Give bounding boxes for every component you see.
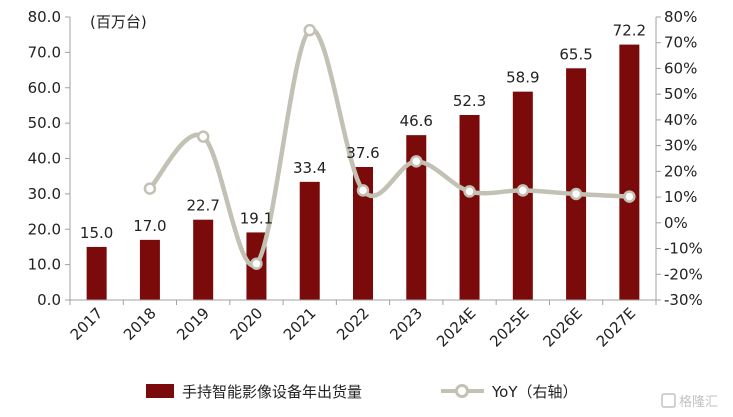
x-tick-label: 2024E	[433, 304, 479, 350]
legend-line-marker	[455, 384, 469, 398]
x-axis: 2017 2018 2019 2020 2021 2022 2023 2024E 2025E 20…	[67, 299, 657, 351]
left-tick-label: 10.0	[28, 256, 61, 274]
yoy-line-path	[147, 27, 632, 268]
legend-bar-swatch	[146, 384, 174, 398]
yoy-line	[143, 23, 636, 270]
right-tick-label: 80%	[664, 8, 697, 26]
right-tick-label: 40%	[664, 111, 697, 129]
data-label: 15.0	[80, 224, 113, 242]
bar-2018	[139, 239, 160, 300]
yoy-point-2025E	[516, 184, 530, 197]
data-labels: 15.0 17.0 22.7 19.1 33.4 37.6 46.6 52.3 58.9 65.5…	[80, 22, 646, 242]
bar-2019	[193, 219, 214, 300]
bar-2017	[86, 246, 107, 300]
left-tick-label: 20.0	[28, 220, 61, 238]
left-tick-label: 40.0	[28, 150, 61, 168]
left-tick-label: 60.0	[28, 79, 61, 97]
yoy-point-2019	[196, 130, 210, 143]
right-tick-label: -10%	[664, 240, 703, 258]
x-tick-label: 2025E	[486, 304, 532, 350]
bar-2027E	[619, 44, 640, 300]
right-tick-label: -20%	[664, 265, 703, 283]
left-tick-label: 80.0	[28, 8, 61, 26]
x-tick-label: 2023	[386, 304, 426, 344]
bar-2022	[353, 166, 373, 300]
data-label: 58.9	[506, 69, 539, 87]
right-tick-label: 30%	[664, 137, 697, 155]
left-tick-label: 70.0	[28, 43, 61, 61]
data-label: 17.0	[133, 217, 166, 235]
right-tick-label: 10%	[664, 188, 697, 206]
left-tick-label: 0.0	[37, 291, 61, 309]
watermark-logo-icon	[661, 393, 676, 408]
x-tick-label: 2022	[333, 304, 373, 344]
bars	[86, 44, 640, 301]
unit-label: (百万台)	[90, 13, 147, 31]
right-tick-label: -30%	[664, 291, 703, 309]
right-tick-label: 70%	[664, 34, 697, 52]
data-label: 52.3	[453, 92, 486, 110]
yoy-point-2020	[250, 257, 263, 270]
yoy-point-2026E	[569, 187, 583, 201]
x-tick-label: 2020	[227, 304, 267, 344]
bar-2021	[299, 181, 320, 300]
x-tick-label: 2019	[173, 304, 213, 344]
right-tick-label: 0%	[664, 214, 688, 232]
data-label: 37.6	[346, 144, 379, 162]
yoy-point-2023	[410, 155, 423, 168]
x-tick-label: 2018	[120, 304, 160, 344]
legend: 手持智能影像设备年出货量 YoY（右轴）	[146, 383, 578, 401]
yoy-point-2027E	[623, 190, 636, 203]
data-label: 19.1	[240, 209, 273, 227]
data-label: 33.4	[293, 159, 326, 177]
data-label: 72.2	[613, 22, 646, 40]
right-tick-label: 20%	[664, 162, 697, 180]
yoy-point-2022	[356, 184, 370, 197]
left-tick-label: 30.0	[28, 185, 61, 203]
legend-bar-label: 手持智能影像设备年出货量	[182, 383, 362, 401]
legend-line-label: YoY（右轴）	[491, 383, 578, 401]
x-tick-label: 2021	[280, 304, 320, 344]
watermark: 格隆汇	[661, 393, 718, 410]
yoy-point-2024E	[463, 185, 476, 198]
left-axis: 0.0 10.0 20.0 30.0 40.0 50.0 60.0 70.0 80.0	[28, 8, 71, 309]
watermark-text: 格隆汇	[679, 394, 718, 410]
x-tick-label: 2027E	[593, 304, 639, 350]
bar-2023	[406, 135, 427, 300]
data-label: 22.7	[186, 197, 219, 215]
data-label: 65.5	[559, 45, 592, 63]
bar-2024E	[459, 114, 480, 301]
left-tick-label: 50.0	[28, 114, 61, 132]
x-tick-label: 2026E	[539, 304, 585, 350]
right-axis: -30% -20% -10% 0% 10% 20% 30% 40% 50% 60% 70% 80%	[655, 8, 703, 309]
data-label: 46.6	[400, 112, 433, 130]
yoy-point-2021	[303, 23, 316, 37]
right-tick-label: 50%	[664, 85, 697, 103]
bar-2026E	[566, 68, 587, 300]
yoy-point-2018	[143, 182, 157, 195]
right-tick-label: 60%	[664, 59, 697, 77]
x-tick-label: 2017	[67, 304, 107, 344]
